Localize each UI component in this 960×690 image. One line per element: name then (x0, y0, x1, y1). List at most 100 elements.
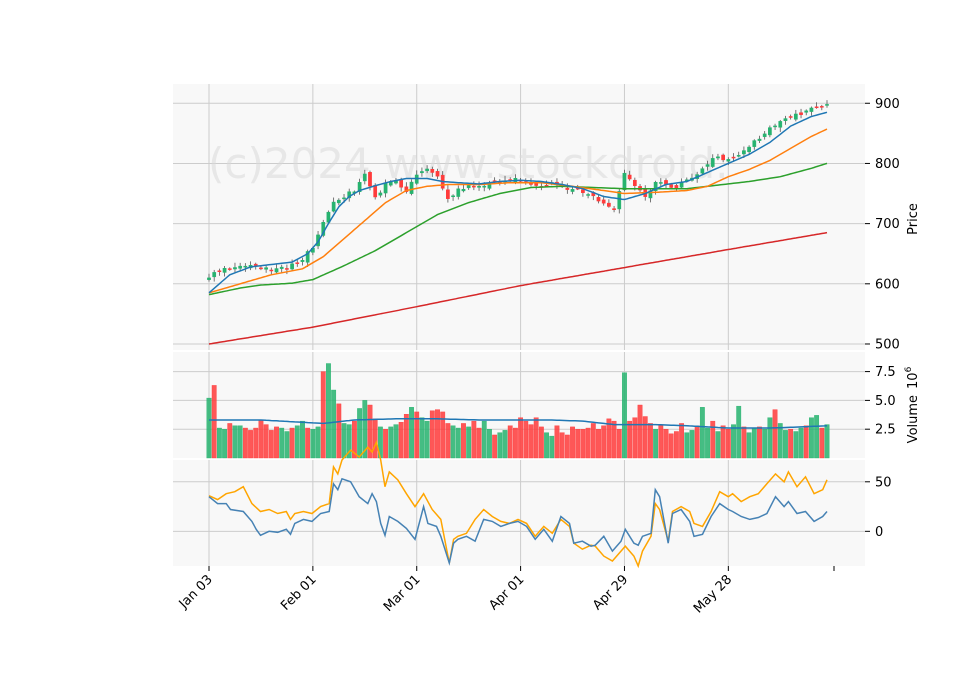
volume-bar (720, 425, 726, 459)
volume-bar (777, 423, 783, 459)
volume-bar (809, 417, 814, 459)
volume-bars (206, 363, 830, 459)
candle-body (762, 133, 767, 137)
candle-body (362, 173, 367, 182)
volume-bar (326, 363, 331, 459)
volume-bar (253, 427, 259, 459)
oscillator-tick-label: 0 (875, 525, 883, 540)
ma60-line (208, 231, 828, 345)
volume-bar (268, 430, 274, 459)
volume-bar (767, 417, 773, 459)
volume-bar (684, 432, 690, 459)
volume-bar (533, 417, 539, 459)
volume-bar (455, 427, 461, 459)
volume-bar (694, 425, 700, 459)
volume-bar (689, 430, 695, 459)
volume-bar (331, 389, 337, 459)
candle-body (544, 184, 549, 187)
volume-bar (481, 420, 487, 459)
candle-body (233, 267, 237, 270)
price-tick-label: 800 (875, 157, 900, 172)
volume-bar (793, 431, 799, 459)
candle-body (607, 202, 611, 207)
volume-bar (211, 385, 217, 459)
candle-body (799, 112, 803, 115)
volume-tick-label: 2.5 (875, 423, 896, 438)
ma10-line (208, 128, 828, 294)
volume-bar (440, 411, 446, 459)
volume-bar (622, 372, 627, 459)
volume-bar (393, 424, 399, 459)
candle-body (222, 267, 227, 273)
candle-body (336, 199, 341, 204)
volume-bar (315, 426, 321, 459)
candle-body (752, 140, 757, 147)
x-tick-label: Mar 01 (381, 572, 424, 615)
oscillator-series (208, 439, 828, 569)
volume-bar (466, 426, 472, 459)
volume-bar (367, 404, 373, 459)
candle-body (409, 181, 414, 194)
volume-bar (570, 426, 575, 459)
volume-bar (637, 404, 643, 459)
volume-bar (590, 423, 596, 459)
volume-bar (502, 430, 508, 459)
volume-bar (206, 397, 212, 459)
volume-bar (648, 423, 653, 459)
volume-bar (679, 423, 684, 459)
volume-bar (746, 432, 752, 459)
volume-bar (751, 427, 757, 459)
volume-bar (507, 425, 513, 459)
candle-body (825, 104, 829, 106)
volume-axis: 2.5 5.0 7.5 (865, 365, 896, 438)
volume-bar (232, 425, 238, 459)
candle-body (669, 184, 674, 188)
volume-bar (642, 416, 648, 459)
volume-label-text: Volume (906, 395, 921, 443)
volume-bar (445, 423, 451, 459)
volume-bar (274, 426, 279, 459)
candle-body (461, 188, 466, 192)
oscillator-line-1 (208, 477, 828, 566)
price-axis-label: Price (906, 203, 921, 235)
candle-body (788, 116, 793, 118)
candle-body (285, 268, 289, 270)
price-tick-label: 700 (875, 217, 900, 232)
ma5-line (208, 111, 828, 294)
volume-axis-label: Volume 106 (904, 366, 921, 443)
candle-body (778, 121, 783, 128)
volume-bar (757, 426, 762, 459)
volume-bar (559, 432, 565, 459)
volume-scale-base: 10 (906, 372, 921, 389)
candle-body (243, 265, 248, 268)
volume-bar (450, 425, 456, 459)
volume-bar (352, 420, 357, 459)
candle-body (295, 262, 300, 264)
volume-bar (471, 420, 477, 459)
volume-bar (300, 420, 305, 459)
volume-bar (305, 427, 311, 459)
candle-body (747, 146, 751, 153)
volume-bar (346, 424, 352, 459)
candle-body (742, 150, 746, 155)
candle-body (601, 199, 606, 204)
candle-body (477, 186, 481, 188)
candle-body (212, 272, 217, 278)
volume-bar (518, 417, 524, 459)
volume-bar (492, 434, 498, 459)
candle-body (274, 268, 279, 273)
candle-body (716, 156, 720, 159)
candle-body (425, 168, 429, 172)
candle-body (622, 172, 627, 191)
candle-body (710, 158, 715, 167)
oscillator-tick-label: 50 (875, 475, 892, 490)
volume-bar (663, 428, 669, 459)
candle-body (368, 172, 372, 187)
volume-bar (616, 428, 622, 459)
volume-bar (824, 424, 830, 459)
candle-body (705, 164, 710, 167)
volume-bar (575, 428, 581, 459)
volume-bar (762, 428, 768, 459)
candle-body (373, 185, 378, 198)
volume-bar (725, 428, 731, 459)
